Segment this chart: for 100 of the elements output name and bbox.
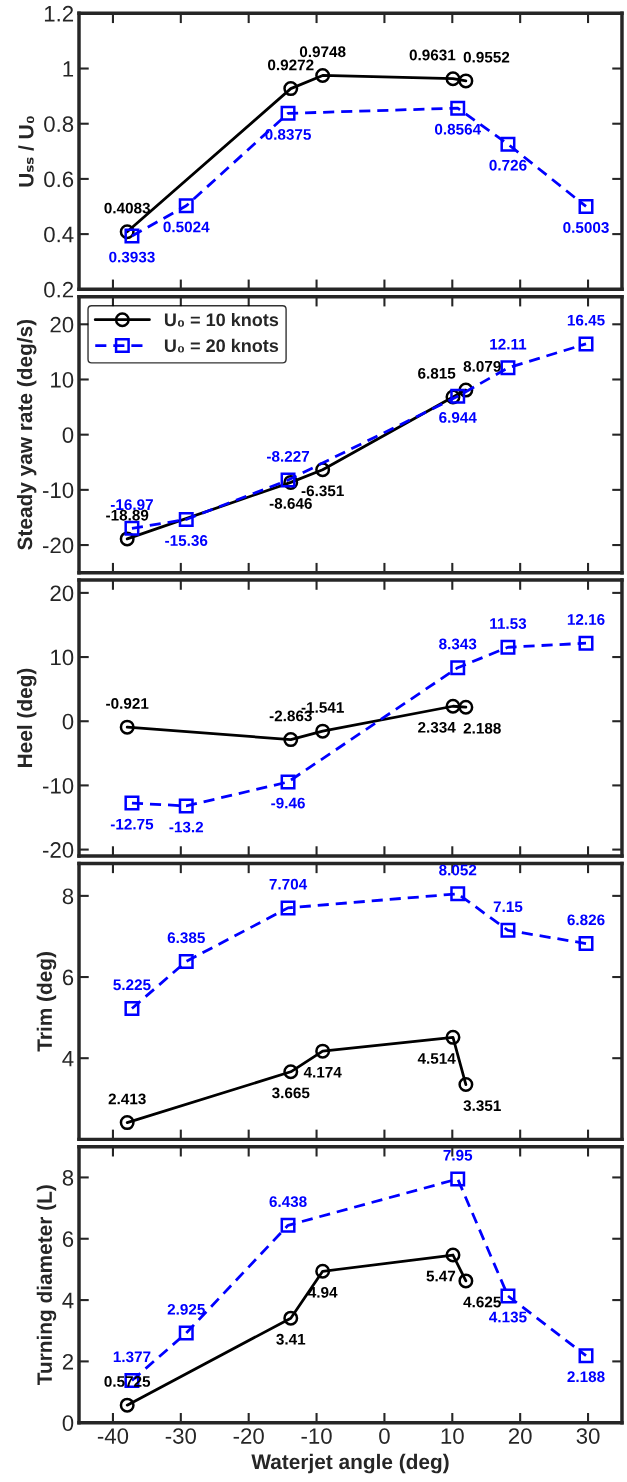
data-label: 12.11	[490, 338, 527, 350]
y-tick-label: 10	[51, 649, 74, 666]
point	[458, 1077, 474, 1093]
point	[280, 1217, 296, 1233]
point	[315, 1263, 331, 1279]
point	[280, 105, 296, 121]
point	[283, 732, 299, 748]
legend-label: U₀ = 20 knots	[164, 338, 279, 353]
point	[450, 100, 466, 116]
data-label: 6.815	[418, 367, 456, 379]
data-label: 2.188	[567, 1371, 605, 1383]
point	[178, 953, 194, 969]
point	[500, 360, 516, 376]
y-axis-title: Trim (deg)	[36, 952, 57, 1052]
legend-label: U₀ = 10 knots	[164, 312, 279, 327]
x-tick-label: 10	[441, 1428, 464, 1444]
point	[124, 520, 140, 536]
data-label: -6.351	[301, 485, 344, 497]
y-tick-label: 0	[62, 427, 74, 443]
y-tick-label: 0.4	[44, 226, 74, 243]
data-label: -15.36	[165, 535, 208, 546]
point	[458, 1273, 474, 1289]
data-label: 2.925	[167, 1303, 205, 1315]
data-label: 0.4083	[104, 202, 151, 214]
point	[124, 228, 140, 244]
data-label: 0.5003	[563, 222, 609, 233]
data-label: 6.385	[167, 932, 205, 944]
data-label: 7.704	[269, 878, 308, 890]
data-label: 0.9631	[409, 49, 456, 61]
point	[315, 723, 331, 739]
data-label: 0.3933	[109, 251, 155, 263]
point	[500, 136, 516, 152]
point	[578, 1348, 594, 1364]
y-tick-label: 20	[50, 316, 74, 333]
y-tick-label: 0.8	[44, 116, 74, 132]
point	[578, 635, 594, 651]
point	[178, 198, 194, 214]
data-label: 0.9552	[463, 51, 510, 63]
x-tick-label: -10	[301, 1428, 332, 1444]
point	[445, 1029, 461, 1045]
data-label: -0.921	[106, 698, 149, 709]
data-label: 7.95	[443, 1149, 473, 1161]
point	[500, 1288, 516, 1304]
x-tick-label: -40	[97, 1428, 129, 1444]
data-label: 4.135	[489, 1311, 527, 1323]
point	[178, 511, 194, 527]
data-label: 2.188	[463, 722, 501, 734]
point	[578, 936, 594, 952]
data-label: 11.53	[490, 618, 527, 629]
y-axis-title: Turning diameter (L)	[36, 1185, 57, 1386]
data-label: 16.45	[567, 314, 605, 326]
point	[283, 81, 299, 97]
point	[178, 798, 194, 814]
data-label: 5.47	[426, 1270, 456, 1282]
y-tick-label: 1.2	[44, 5, 74, 22]
y-tick-label: -20	[43, 842, 74, 858]
point	[283, 1310, 299, 1326]
data-label: 8.343	[439, 638, 477, 650]
data-label: 6.438	[269, 1196, 307, 1208]
data-label: 3.665	[272, 1087, 310, 1099]
x-tick-label: 20	[508, 1428, 532, 1444]
point	[445, 698, 461, 714]
point	[315, 67, 331, 83]
data-label: 2.334	[418, 721, 456, 733]
data-label: 1.377	[113, 1351, 151, 1363]
y-tick-label: 8	[62, 888, 74, 905]
y-axis-title: Heel (deg)	[16, 668, 37, 767]
data-label: 0.8375	[265, 129, 311, 140]
y-tick-label: 10	[51, 372, 74, 388]
y-tick-label: 6	[62, 1231, 74, 1248]
data-label: 8.079	[463, 360, 501, 372]
data-label: 5.225	[113, 979, 151, 991]
y-tick-label: 0	[62, 713, 74, 730]
data-label: -18.89	[106, 509, 149, 521]
point	[458, 699, 474, 715]
data-label: 3.41	[276, 1333, 306, 1345]
point	[450, 886, 466, 902]
point	[280, 900, 296, 916]
x-axis-title: Waterjet angle (deg)	[251, 1453, 449, 1474]
y-tick-label: 20	[50, 585, 74, 602]
point	[450, 388, 466, 404]
point	[280, 774, 296, 790]
point	[124, 795, 140, 811]
data-label: 6.944	[439, 412, 477, 423]
point	[500, 922, 516, 938]
point	[445, 1247, 461, 1263]
y-tick-label: -20	[43, 537, 74, 554]
x-tick-label: -30	[165, 1428, 196, 1444]
point	[450, 1171, 466, 1187]
point	[119, 1397, 135, 1413]
y-tick-label: 4	[62, 1292, 74, 1309]
point	[124, 1000, 140, 1016]
data-label: -12.75	[110, 818, 154, 830]
y-tick-label: 0.6	[44, 171, 74, 188]
data-label: 4.174	[303, 1066, 342, 1078]
data-label: 2.413	[108, 1093, 146, 1105]
point	[450, 660, 466, 676]
y-tick-label: 1	[63, 61, 74, 77]
y-tick-label: -10	[43, 482, 74, 499]
y-tick-label: 0.2	[44, 281, 74, 298]
